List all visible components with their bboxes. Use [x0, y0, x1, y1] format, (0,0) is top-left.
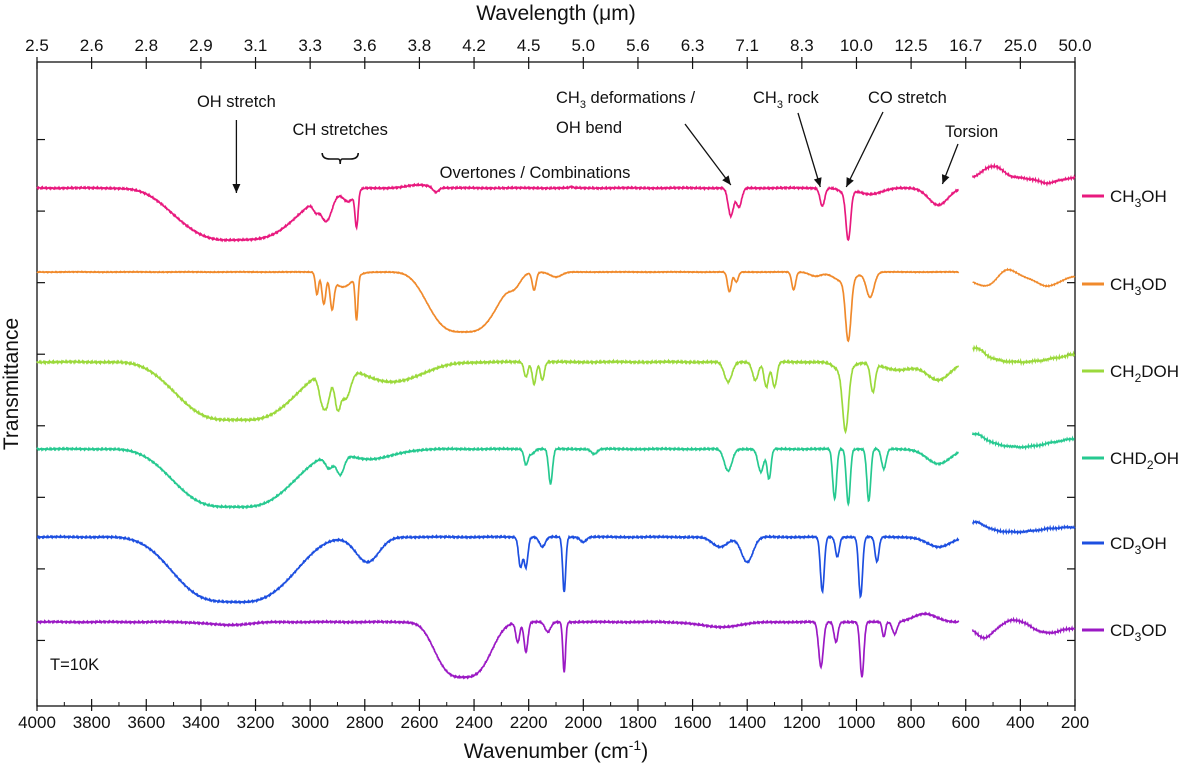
annotation-arrowhead	[813, 177, 822, 187]
x-tick-label: 1200	[783, 713, 821, 732]
x2-tick-label: 25.0	[1004, 36, 1037, 55]
series-line-far-ir	[971, 431, 1075, 451]
x2-tick-label: 12.5	[895, 36, 928, 55]
x2-tick-label: 3.3	[298, 36, 322, 55]
series-line-mid-ir	[36, 534, 960, 605]
x-tick-label: 600	[952, 713, 980, 732]
annotation-text: Torsion	[945, 123, 998, 141]
annotation-layer: OH stretch CH stretches Overtones / Combin…	[197, 89, 998, 193]
x2-tick-label: 7.1	[735, 36, 759, 55]
x-tick-label: 2400	[455, 713, 493, 732]
x-tick-label: 3200	[237, 713, 275, 732]
annotation-arrow	[684, 123, 732, 186]
legend-label: CH3OD	[1110, 275, 1167, 298]
plot-frame	[36, 61, 1076, 707]
annotation-text: CH3 rock	[753, 89, 819, 111]
y-axis-ticks	[37, 138, 1075, 642]
legend-label: CH2DOH	[1110, 362, 1179, 385]
annotation-text: OH stretch	[197, 93, 276, 111]
x-tick-label: 2600	[401, 713, 439, 732]
legend-label: CHD2OH	[1110, 449, 1179, 472]
x-axis-title-bottom: Wavenumber (cm-1)	[464, 737, 648, 763]
annotation-text: OH bend	[556, 119, 622, 137]
series-line-far-ir	[972, 267, 1076, 288]
x2-tick-label: 3.1	[244, 36, 268, 55]
x2-tick-label: 2.9	[189, 36, 213, 55]
x2-tick-label: 4.2	[462, 36, 486, 55]
x2-tick-label: 5.0	[571, 36, 595, 55]
x2-tick-label: 2.6	[80, 36, 104, 55]
x-tick-label: 3600	[127, 713, 165, 732]
x2-tick-label: 50.0	[1058, 36, 1091, 55]
annotation-arrowhead	[232, 184, 241, 193]
x2-tick-label: 3.6	[353, 36, 377, 55]
series-line-mid-ir	[36, 358, 960, 435]
x-tick-label: 2000	[564, 713, 602, 732]
x2-tick-label: 2.5	[25, 36, 49, 55]
x-tick-label: 200	[1061, 713, 1089, 732]
annotation-arrow	[845, 111, 884, 188]
x-tick-label: 800	[897, 713, 925, 732]
legend-label: CH3OH	[1110, 187, 1167, 210]
x-axis-top-ticks: 2.5 2.6 2.8 2.9 3.1 3.3 3.6 3.8 4.2 4.5 5.0 5.6 6.3 7…	[25, 36, 1092, 69]
annotation-text: CH stretches	[293, 121, 388, 139]
x2-tick-label: 16.7	[949, 36, 982, 55]
series-line-far-ir	[971, 162, 1076, 187]
series-line-far-ir	[971, 519, 1076, 536]
legend-label: CD3OD	[1110, 621, 1167, 644]
annotation-arrowhead	[941, 174, 950, 184]
x2-tick-label: 10.0	[840, 36, 873, 55]
x-tick-label: 3400	[182, 713, 220, 732]
series-line-mid-ir	[36, 611, 960, 680]
y-axis-title: Transmittance	[0, 318, 23, 450]
x2-tick-label: 3.8	[408, 36, 432, 55]
x-tick-label: 4000	[18, 713, 56, 732]
x2-tick-label: 5.6	[626, 36, 650, 55]
annotation-arrow	[797, 112, 821, 188]
temperature-label: T=10K	[50, 656, 99, 674]
x-tick-label: 3000	[291, 713, 329, 732]
x-tick-label: 400	[1006, 713, 1034, 732]
x-tick-label: 2800	[346, 713, 384, 732]
x-tick-label: 2200	[510, 713, 548, 732]
x2-tick-label: 6.3	[681, 36, 705, 55]
annotation-text: CO stretch	[868, 89, 947, 107]
legend: CH3OH CH3OD CH2DOH CHD2OH CD3OH CD3OD	[1082, 187, 1179, 644]
series-layer	[36, 162, 1076, 680]
x2-tick-label: 2.8	[134, 36, 158, 55]
series-line-far-ir	[971, 616, 1076, 642]
legend-label: CD3OH	[1110, 534, 1167, 557]
x-tick-label: 1800	[619, 713, 657, 732]
ch-stretch-brace	[321, 152, 360, 165]
annotation-arrowhead	[846, 177, 854, 187]
series-line-mid-ir	[36, 182, 959, 243]
x-axis-bottom-ticks: 4000 3800 3600 3400 3200 3000 2800 2600 2400 2200…	[18, 699, 1089, 732]
series-line-mid-ir	[36, 270, 960, 343]
series-line-far-ir	[972, 344, 1076, 367]
x-tick-label: 3800	[73, 713, 111, 732]
x-tick-label: 1000	[838, 713, 876, 732]
x-tick-label: 1400	[728, 713, 766, 732]
x2-tick-label: 4.5	[517, 36, 541, 55]
annotation-arrowhead	[722, 175, 731, 185]
x-axis-title-top: Wavelength (μm)	[476, 2, 636, 25]
annotation-text: CH3 deformations /	[556, 89, 696, 111]
series-line-mid-ir	[36, 446, 959, 510]
x-tick-label: 1600	[674, 713, 712, 732]
x2-tick-label: 8.3	[790, 36, 814, 55]
annotation-text: Overtones / Combinations	[440, 164, 631, 182]
